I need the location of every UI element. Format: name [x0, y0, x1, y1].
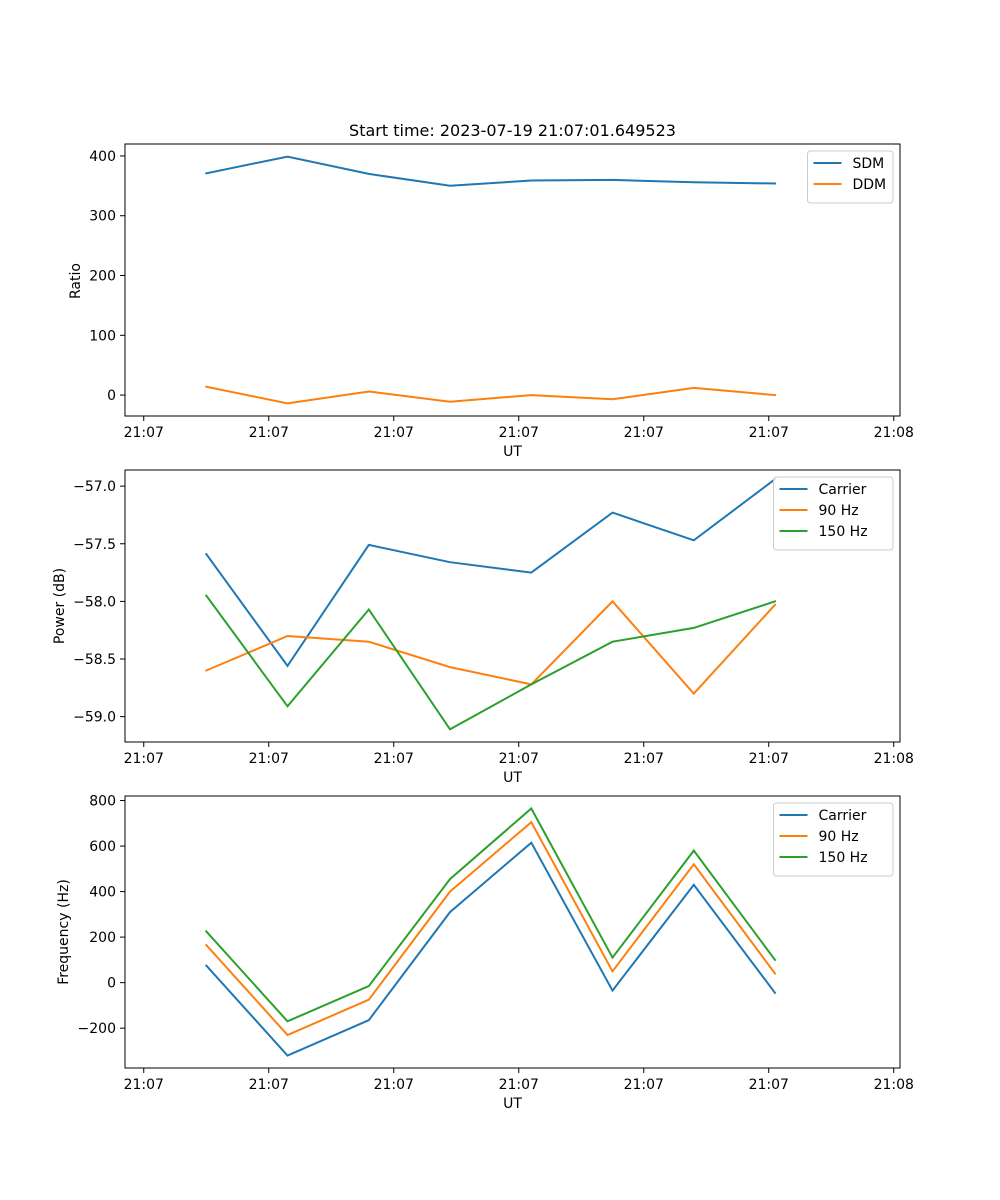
- frequency-subplot: 21:07 21:07 21:07 21:07 21:07 21:07 21:08 −200 0…: [56, 794, 914, 1112]
- legend-label: 150 Hz: [819, 850, 868, 866]
- x-tick-label: 21:08: [874, 1077, 914, 1093]
- x-tick-label: 21:07: [499, 751, 539, 767]
- x-tick-label: 21:07: [374, 425, 414, 441]
- y-tick-label: 400: [89, 149, 116, 165]
- x-axis-label: UT: [503, 1096, 522, 1112]
- y-tick-label: 800: [89, 794, 116, 810]
- x-tick-label: 21:07: [124, 1077, 164, 1093]
- legend-label: Carrier: [819, 482, 867, 498]
- x-tick-label: 21:07: [249, 1077, 289, 1093]
- axes-frame: [124, 795, 901, 1069]
- series-line-ddm: [205, 385, 777, 405]
- legend-label: 150 Hz: [819, 524, 868, 540]
- x-tick-label: 21:07: [249, 425, 289, 441]
- x-tick-label: 21:07: [374, 751, 414, 767]
- y-tick-label: −58.5: [73, 652, 116, 668]
- series-line-150-hz: [204, 806, 777, 1023]
- y-tick-label: −200: [78, 1021, 116, 1037]
- y-tick-label: −57.0: [73, 479, 116, 495]
- x-tick-label: 21:07: [499, 425, 539, 441]
- x-tick-label: 21:07: [749, 751, 789, 767]
- series-line-90-hz: [204, 599, 777, 696]
- x-tick-label: 21:07: [124, 425, 164, 441]
- series-line-150-hz: [204, 594, 777, 731]
- x-tick-label: 21:08: [874, 425, 914, 441]
- ratio-subplot: Start time: 2023-07-19 21:07:01.649523 2…: [68, 121, 914, 460]
- x-tick-label: 21:07: [749, 1077, 789, 1093]
- x-tick-label: 21:07: [749, 425, 789, 441]
- x-tick-label: 21:07: [624, 751, 664, 767]
- axes-frame: [124, 469, 901, 743]
- legend-label: 90 Hz: [819, 503, 859, 519]
- x-tick-label: 21:07: [624, 425, 664, 441]
- y-tick-label: −58.0: [73, 594, 116, 610]
- y-tick-label: −59.0: [73, 710, 116, 726]
- power-subplot: 21:07 21:07 21:07 21:07 21:07 21:07 21:08 −59.0…: [52, 469, 914, 786]
- y-tick-label: 400: [89, 885, 116, 901]
- x-tick-label: 21:07: [124, 751, 164, 767]
- x-axis-label: UT: [503, 444, 522, 460]
- y-tick-label: 0: [107, 388, 116, 404]
- x-tick-label: 21:07: [249, 751, 289, 767]
- x-tick-label: 21:07: [624, 1077, 664, 1093]
- y-axis-label: Frequency (Hz): [56, 879, 72, 985]
- x-axis-label: UT: [503, 770, 522, 786]
- y-tick-label: 600: [89, 839, 116, 855]
- legend-label: SDM: [853, 156, 885, 172]
- y-tick-label: −57.5: [73, 537, 116, 553]
- y-axis-label: Ratio: [68, 263, 84, 299]
- y-tick-label: 200: [89, 930, 116, 946]
- series-line-sdm: [205, 155, 777, 187]
- x-tick-label: 21:07: [499, 1077, 539, 1093]
- y-tick-label: 100: [89, 328, 116, 344]
- x-tick-label: 21:08: [874, 751, 914, 767]
- y-tick-label: 200: [89, 269, 116, 285]
- legend-label: DDM: [853, 177, 887, 193]
- legend-label: Carrier: [819, 808, 867, 824]
- chart-title: Start time: 2023-07-19 21:07:01.649523: [349, 121, 676, 140]
- y-axis-label: Power (dB): [52, 568, 68, 644]
- x-tick-label: 21:07: [374, 1077, 414, 1093]
- legend-label: 90 Hz: [819, 829, 859, 845]
- series-line-carrier: [204, 477, 777, 668]
- y-tick-label: 0: [107, 976, 116, 992]
- y-tick-label: 300: [89, 209, 116, 225]
- series-line-carrier: [204, 841, 777, 1057]
- series-line-90-hz: [204, 820, 777, 1037]
- axes-frame: [124, 143, 901, 417]
